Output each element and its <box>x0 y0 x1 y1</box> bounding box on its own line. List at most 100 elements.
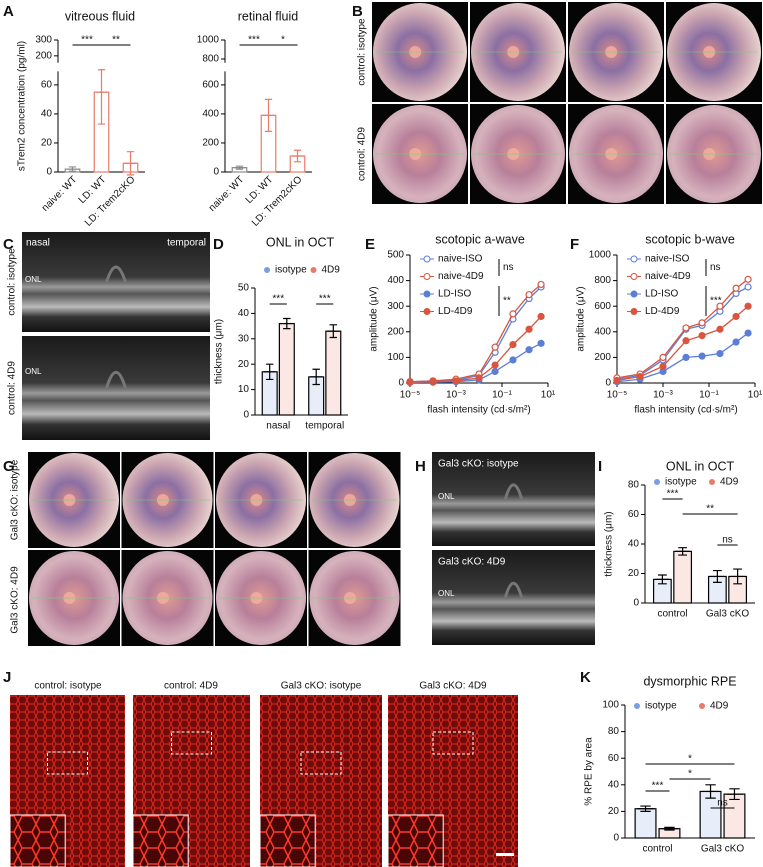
point <box>537 280 545 289</box>
row-label: control: isotype <box>7 248 18 316</box>
legend-label: LD-4D9 <box>438 306 473 317</box>
bar <box>325 330 342 416</box>
legend-marker <box>423 308 431 315</box>
row-label: control: 4D9 <box>7 361 18 415</box>
sig-label: ** <box>706 504 714 515</box>
x-tick-label: control <box>657 609 687 620</box>
panel-letter: H <box>415 458 426 475</box>
x-tick-label: nasal <box>266 421 290 432</box>
legend-marker <box>709 479 715 485</box>
sig-label: *** <box>667 489 679 500</box>
point <box>491 343 499 351</box>
y-tick-label: 60 <box>608 753 620 764</box>
oct-image <box>22 232 210 332</box>
y-tick-label: 0 <box>46 167 52 178</box>
layer-label: ONL <box>25 275 42 284</box>
point <box>525 346 533 354</box>
error-bar <box>280 317 293 330</box>
legend-marker <box>264 267 270 273</box>
y-axis-label: % RPE by area <box>584 737 595 806</box>
y-tick-label: 0 <box>613 833 619 844</box>
layer-label: ONL <box>438 589 455 598</box>
legend-marker <box>423 273 431 280</box>
error-bar <box>710 569 725 583</box>
point <box>682 337 690 345</box>
x-axis-label: flash intensity (cd·s/m²) <box>427 405 530 416</box>
y-tick-label: 0 <box>243 410 249 421</box>
roi-box <box>300 751 342 775</box>
point <box>509 341 517 349</box>
point <box>682 353 690 361</box>
point <box>744 302 752 310</box>
scale-bar <box>496 853 514 856</box>
legend-marker <box>630 255 638 263</box>
roi-box <box>47 751 88 775</box>
point <box>613 376 621 385</box>
chart-title: ONL in OCT <box>266 235 335 249</box>
y-tick-label: 0 <box>605 378 611 389</box>
y-axis-label: thickness (μm) <box>604 511 615 576</box>
y-tick-label: 200 <box>202 138 219 149</box>
y-axis-label: thickness (μm) <box>214 319 225 384</box>
row-label: control: 4D9 <box>357 127 368 181</box>
error-bar <box>702 784 719 799</box>
point <box>491 367 499 376</box>
legend-label: naive-ISO <box>438 254 483 265</box>
error-bar <box>655 574 670 585</box>
y-tick-label: 500 <box>387 250 404 261</box>
panel-letter: A <box>3 3 14 20</box>
y-tick-label: 400 <box>387 275 404 286</box>
legend-label: isotype <box>275 265 307 276</box>
panel-letter: D <box>213 236 224 253</box>
y-tick-label: 0 <box>213 167 219 178</box>
y-tick-label: 0 <box>633 598 639 609</box>
legend-label: isotype <box>665 477 697 488</box>
sig-label: ** <box>112 35 120 46</box>
image-title: Gal3 cKO: 4D9 <box>419 681 487 692</box>
y-tick-label: 40 <box>628 539 640 550</box>
sig-label: ns <box>722 535 733 546</box>
x-tick-label: LD: Trem2cKO <box>250 174 305 229</box>
x-tick-label: 10¹ <box>541 390 556 401</box>
y-tick-label: 600 <box>202 80 219 91</box>
y-tick-label: 800 <box>202 54 219 65</box>
point <box>429 378 437 386</box>
y-tick-label: 20 <box>628 568 640 579</box>
sig-label: ns <box>717 798 728 809</box>
point <box>744 283 752 291</box>
legend-label: LD-ISO <box>645 289 679 300</box>
sig-label: *** <box>710 296 722 307</box>
error-bar <box>310 368 323 386</box>
legend-marker <box>630 273 638 280</box>
sig-label: * <box>688 754 692 765</box>
panel-letter: B <box>352 3 363 20</box>
inset <box>9 814 66 867</box>
point <box>452 377 460 385</box>
inset <box>387 814 444 867</box>
y-tick-label: 800 <box>594 275 611 286</box>
image-labels: control: isotype control: 4D9 control: i… <box>7 18 519 692</box>
x-tick-label: 10⁻⁵ <box>400 390 421 401</box>
chart-title: scotopic a-wave <box>435 232 525 246</box>
series-line <box>616 286 749 380</box>
row-label: Gal3 cKO: isotype <box>10 459 21 540</box>
legend-label: naive-ISO <box>645 254 690 265</box>
error-bar <box>726 788 743 801</box>
y-tick-label: 60 <box>41 80 53 91</box>
y-tick-label: 50 <box>238 283 250 294</box>
oct-dip <box>503 483 524 500</box>
oct-image <box>22 336 210 440</box>
legend-marker <box>654 479 660 485</box>
series-line <box>409 286 542 383</box>
side-label: temporal <box>167 238 206 249</box>
row-label: Gal3 cKO: 4D9 <box>438 557 506 568</box>
y-tick-label: 200 <box>35 50 52 61</box>
oct-image <box>432 452 595 546</box>
error-bar <box>675 547 690 556</box>
x-tick-label: 10⁻³ <box>446 390 466 401</box>
chart-title: scotopic b-wave <box>645 232 735 246</box>
sig-label: *** <box>248 35 260 46</box>
panel-letter: J <box>3 669 11 686</box>
x-axis-label: flash intensity (cd·s/m²) <box>634 405 737 416</box>
legend-marker <box>310 267 317 273</box>
